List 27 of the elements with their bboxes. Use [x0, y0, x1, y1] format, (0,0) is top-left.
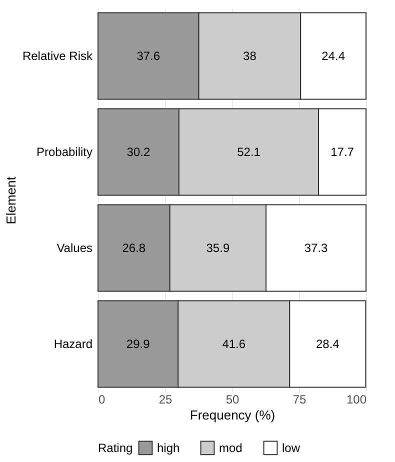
data-label: 37.3	[304, 241, 328, 255]
x-tick-label: 0	[98, 392, 106, 406]
data-label: 30.2	[126, 145, 150, 159]
x-tick-label: 25	[158, 392, 172, 406]
x-tick-label: 75	[292, 392, 306, 406]
legend-label: low	[282, 440, 300, 455]
y-tick-label: Probability	[36, 145, 92, 159]
legend-title: Rating	[98, 441, 133, 455]
x-tick-label: 50	[226, 392, 240, 406]
y-axis-title: Element	[3, 176, 18, 224]
data-label: 29.9	[126, 337, 150, 351]
data-label: 41.6	[222, 337, 246, 351]
data-label: 35.9	[206, 241, 230, 255]
legend-label: mod	[219, 440, 242, 455]
y-tick-label: Relative Risk	[22, 49, 94, 63]
x-axis-title: Frequency (%)	[190, 408, 276, 422]
y-tick-label: Values	[56, 241, 92, 255]
data-label: 38	[243, 49, 257, 63]
data-label: 26.8	[122, 241, 146, 255]
y-tick-label: Hazard	[54, 337, 92, 351]
x-tick-label: 100	[346, 392, 367, 406]
data-label: 37.6	[136, 49, 160, 63]
data-label: 28.4	[316, 337, 340, 351]
data-label: 24.4	[322, 49, 346, 63]
legend-label: high	[157, 440, 180, 455]
data-label: 17.7	[330, 145, 354, 159]
data-label: 52.1	[237, 145, 261, 159]
